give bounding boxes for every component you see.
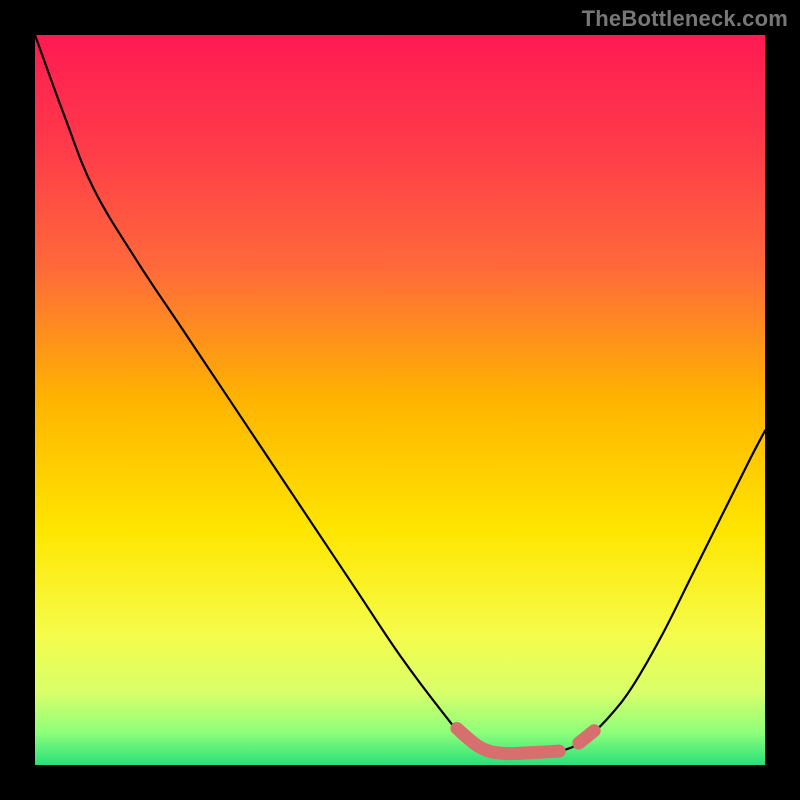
bottleneck-chart: [0, 0, 800, 800]
watermark-text: TheBottleneck.com: [582, 6, 788, 32]
chart-container: TheBottleneck.com: [0, 0, 800, 800]
